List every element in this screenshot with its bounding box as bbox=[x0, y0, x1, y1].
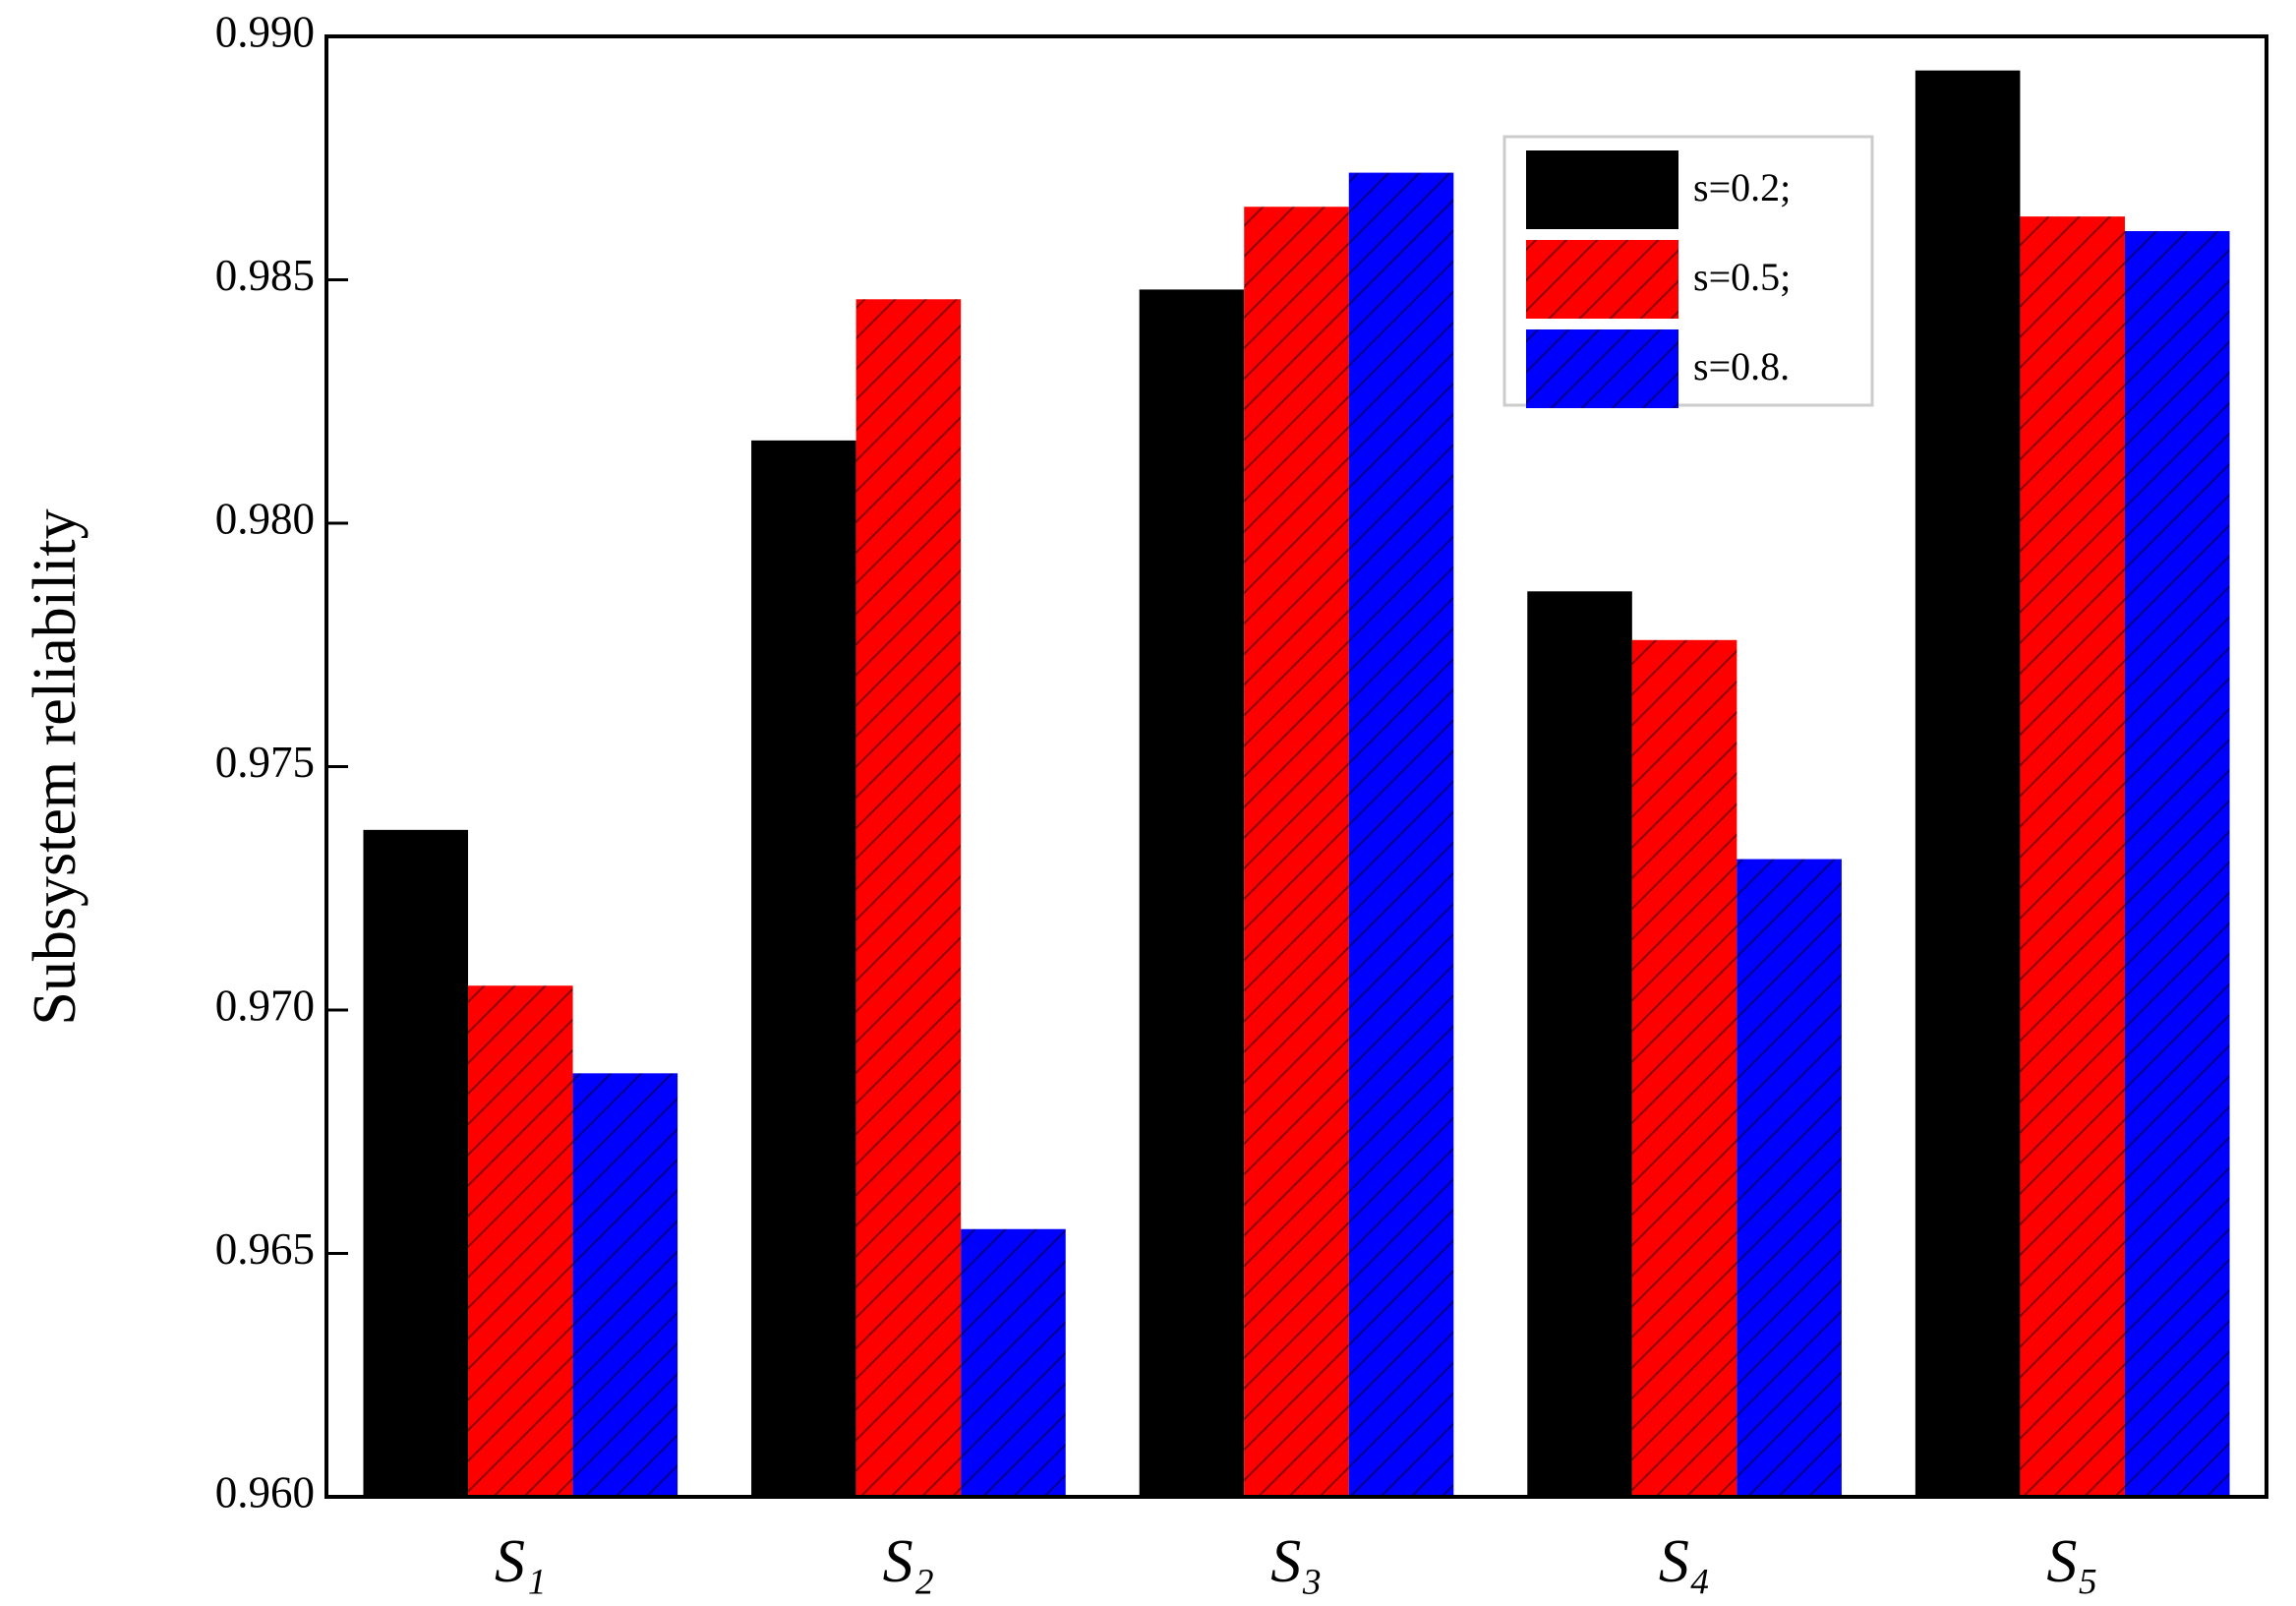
y-tick-label: 0.970 bbox=[215, 981, 315, 1030]
legend-label: s=0.8. bbox=[1693, 344, 1790, 388]
y-tick-label: 0.975 bbox=[215, 738, 315, 787]
legend-swatch bbox=[1526, 329, 1678, 408]
legend-swatch bbox=[1526, 150, 1678, 229]
bar bbox=[1244, 207, 1349, 1497]
bar bbox=[1139, 289, 1245, 1497]
legend-label: s=0.2; bbox=[1693, 165, 1791, 209]
y-tick-label: 0.990 bbox=[215, 7, 315, 56]
x-tick-label: S₂ bbox=[883, 1528, 935, 1595]
plot-frame bbox=[324, 34, 2268, 1499]
y-tick-label: 0.960 bbox=[215, 1467, 315, 1517]
x-tick-label: S₁ bbox=[495, 1528, 547, 1595]
bar bbox=[751, 440, 856, 1498]
x-tick-label: S₅ bbox=[2046, 1528, 2098, 1595]
bar bbox=[2124, 231, 2230, 1497]
y-tick-label: 0.985 bbox=[215, 251, 315, 300]
y-tick-label: 0.980 bbox=[215, 494, 315, 543]
bar bbox=[572, 1073, 678, 1497]
bar bbox=[1527, 591, 1632, 1497]
bar bbox=[1631, 639, 1737, 1497]
bar bbox=[1914, 70, 2021, 1497]
bar bbox=[363, 829, 469, 1497]
legend-swatch bbox=[1526, 240, 1678, 319]
bar bbox=[1348, 172, 1454, 1498]
bar bbox=[1737, 859, 1842, 1497]
bar bbox=[855, 299, 962, 1497]
legend-label: s=0.5; bbox=[1693, 255, 1791, 299]
bar bbox=[468, 985, 573, 1497]
y-axis-label: Subsystem reliability bbox=[22, 508, 88, 1025]
bar bbox=[2020, 216, 2125, 1497]
x-tick-label: S₃ bbox=[1270, 1528, 1323, 1595]
bar bbox=[961, 1228, 1066, 1497]
y-tick-label: 0.965 bbox=[215, 1224, 315, 1274]
x-tick-label: S₄ bbox=[1659, 1528, 1711, 1595]
